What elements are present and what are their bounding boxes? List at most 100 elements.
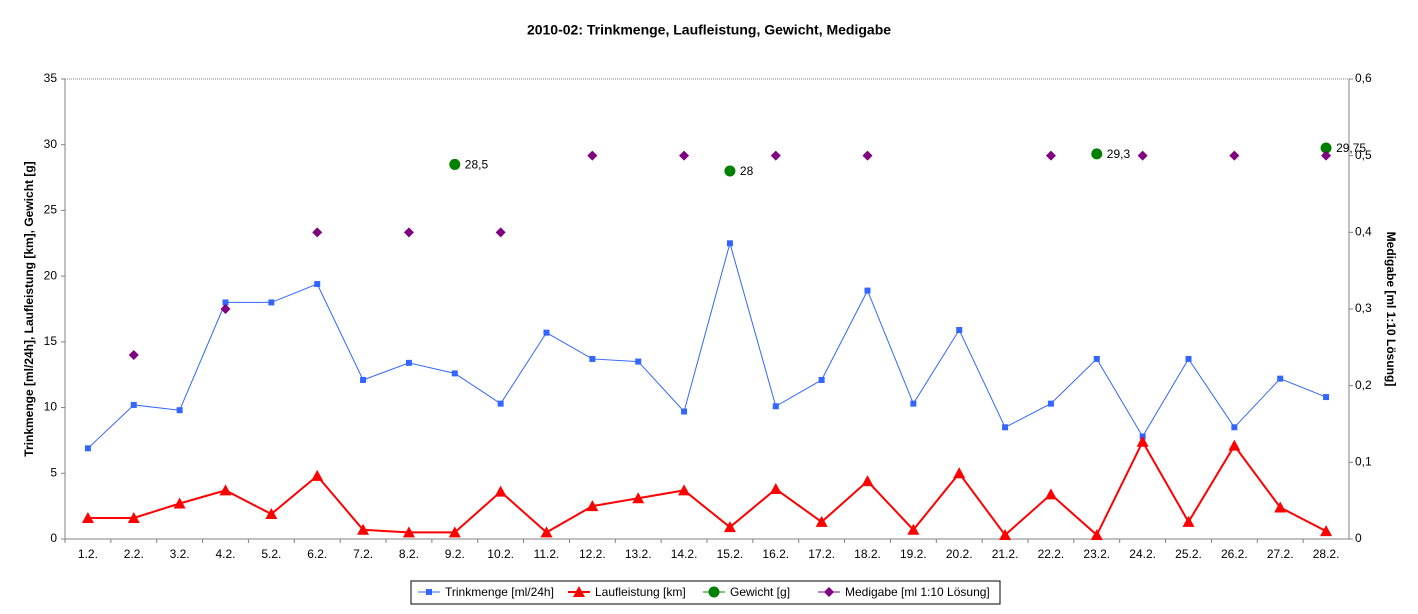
data-point — [360, 376, 367, 383]
y2-tick-label: 0,5 — [1355, 148, 1372, 162]
data-point — [1002, 424, 1009, 431]
data-point — [770, 150, 781, 161]
data-point — [953, 467, 966, 479]
data-point — [1320, 525, 1333, 537]
data-label: 28,5 — [465, 158, 489, 172]
data-point — [84, 445, 91, 452]
x-tick-label: 22.2. — [1038, 547, 1065, 561]
data-point — [497, 400, 504, 407]
data-point — [769, 483, 782, 495]
data-point — [1228, 439, 1241, 451]
data-point — [1277, 375, 1284, 382]
data-point — [220, 304, 231, 314]
data-label: 29,75 — [1336, 141, 1366, 155]
data-point — [449, 158, 461, 170]
data-point — [862, 150, 873, 161]
y-axis-title: Trinkmenge [ml/24h], Laufleistung [km], … — [22, 161, 36, 456]
data-point — [176, 407, 183, 414]
y-tick-label: 5 — [50, 465, 57, 479]
y2-axis-title: Medigabe [ml 1:10 Lösung] — [1384, 232, 1398, 387]
legend-label: Laufleistung [km] — [595, 585, 686, 599]
data-point — [907, 523, 920, 535]
chart-title: 2010-02: Trinkmenge, Laufleistung, Gewic… — [527, 22, 891, 38]
x-tick-label: 11.2. — [534, 547, 560, 561]
data-point — [999, 529, 1012, 541]
x-tick-label: 7.2. — [353, 547, 373, 561]
y-tick-label: 30 — [44, 137, 58, 151]
x-tick-label: 6.2. — [307, 547, 327, 561]
x-tick-label: 23.2. — [1083, 547, 1110, 561]
data-point — [403, 227, 414, 238]
x-tick-label: 10.2. — [487, 547, 514, 561]
x-tick-label: 14.2. — [671, 547, 698, 561]
legend-label: Trinkmenge [ml/24h] — [445, 585, 554, 599]
data-point — [818, 376, 825, 383]
data-point — [1093, 355, 1100, 362]
y2-tick-label: 0 — [1355, 531, 1362, 545]
data-point — [495, 227, 506, 238]
data-point — [494, 485, 507, 497]
y-tick-label: 10 — [44, 400, 58, 414]
legend-marker — [824, 587, 834, 597]
x-tick-label: 25.2. — [1175, 547, 1202, 561]
data-point — [130, 401, 137, 408]
x-tick-label: 3.2. — [170, 547, 190, 561]
data-label: 29,3 — [1107, 147, 1131, 161]
y-tick-label: 15 — [44, 334, 58, 348]
data-point — [815, 515, 828, 527]
data-point — [635, 358, 642, 365]
data-point — [357, 523, 370, 535]
x-tick-label: 4.2. — [215, 547, 235, 561]
data-point — [1323, 394, 1330, 401]
data-point — [1091, 148, 1103, 160]
x-tick-label: 17.2. — [808, 547, 835, 561]
data-point — [265, 508, 278, 520]
data-point — [268, 299, 275, 306]
data-point — [678, 484, 691, 496]
data-point — [173, 497, 186, 509]
x-tick-label: 28.2. — [1313, 547, 1340, 561]
x-tick-label: 9.2. — [445, 547, 465, 561]
legend-marker — [708, 586, 720, 598]
data-point — [127, 511, 140, 523]
data-point — [861, 475, 874, 487]
x-tick-label: 2.2. — [124, 547, 144, 561]
data-point — [956, 327, 963, 334]
x-tick-label: 8.2. — [399, 547, 419, 561]
data-point — [1274, 501, 1287, 513]
data-point — [311, 469, 324, 481]
series-line — [87, 439, 1327, 537]
data-point — [314, 281, 321, 288]
data-point — [1182, 515, 1195, 527]
x-tick-label: 19.2. — [900, 547, 927, 561]
x-tick-label: 13.2. — [625, 547, 652, 561]
data-point — [772, 403, 779, 410]
data-point — [1045, 150, 1056, 161]
data-point — [451, 370, 458, 377]
x-tick-label: 26.2. — [1221, 547, 1248, 561]
y-tick-label: 25 — [44, 203, 58, 217]
x-tick-label: 16.2. — [762, 547, 789, 561]
series-line — [87, 241, 1327, 449]
data-point — [219, 484, 232, 496]
data-point — [864, 287, 871, 294]
y2-tick-label: 0,2 — [1355, 378, 1372, 392]
legend-marker — [573, 586, 585, 597]
legend-label: Medigabe [ml 1:10 Lösung] — [845, 585, 990, 599]
data-point — [402, 526, 415, 538]
data-point — [1185, 355, 1192, 362]
data-point — [1321, 150, 1332, 161]
x-tick-label: 5.2. — [261, 547, 281, 561]
data-point — [1320, 142, 1332, 154]
y-tick-label: 0 — [50, 531, 57, 545]
data-point — [312, 227, 323, 238]
y-tick-label: 20 — [44, 268, 58, 282]
data-point — [723, 521, 736, 533]
x-tick-label: 24.2. — [1129, 547, 1156, 561]
y2-tick-label: 0,4 — [1355, 225, 1372, 239]
data-point — [1231, 424, 1238, 431]
data-point — [222, 299, 229, 306]
y2-tick-label: 0,3 — [1355, 301, 1372, 315]
x-tick-label: 21.2. — [992, 547, 1019, 561]
